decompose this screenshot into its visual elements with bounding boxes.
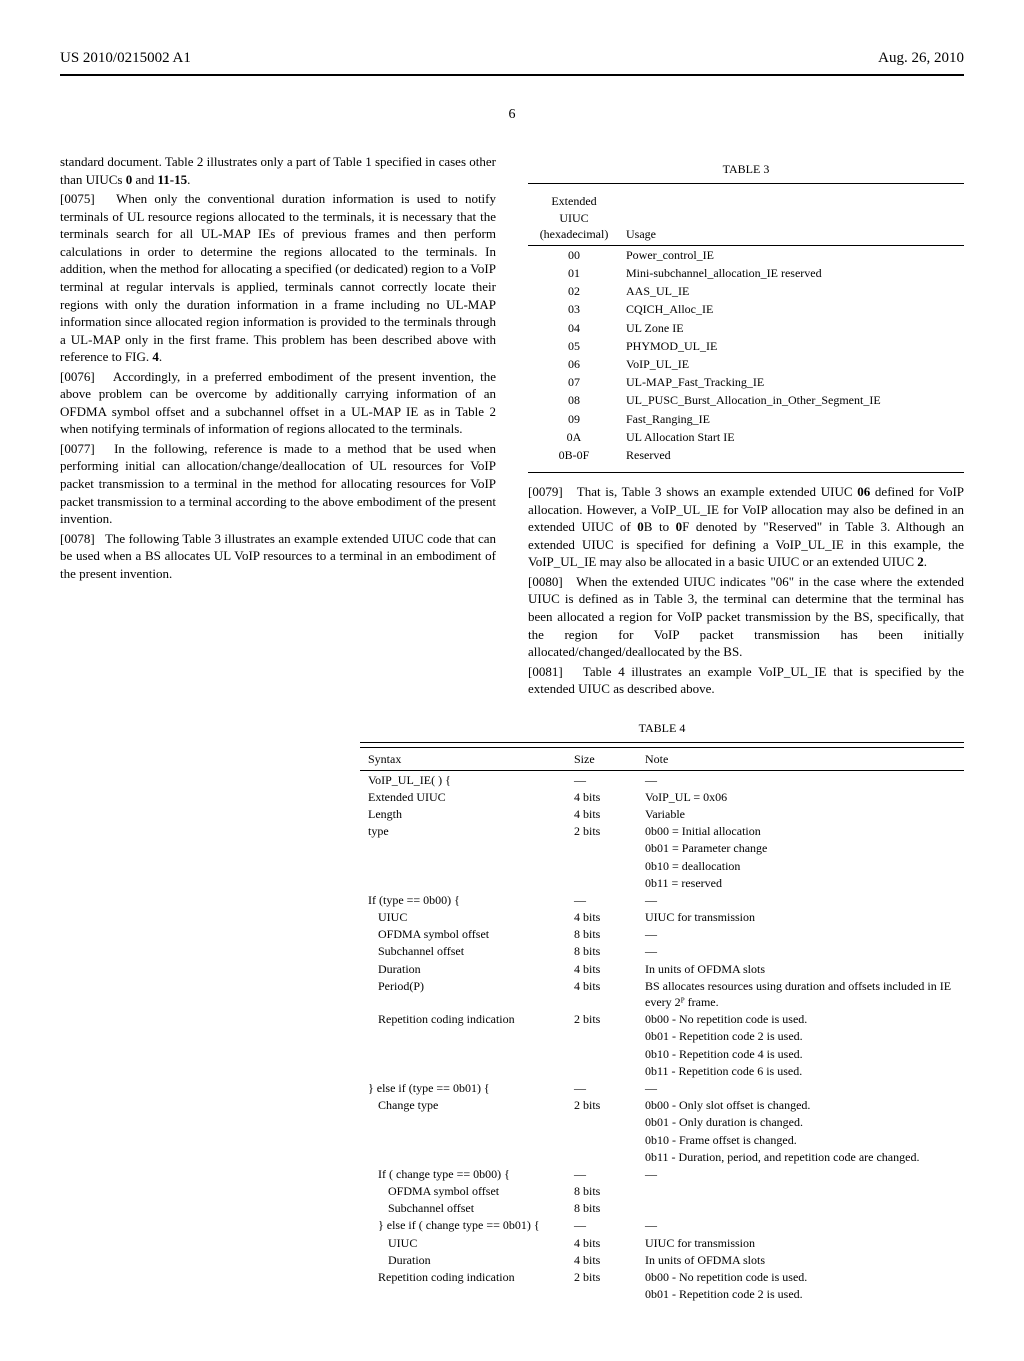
table4-row: Repetition coding indication2 bits0b00 -…	[360, 1269, 964, 1286]
publication-number: US 2010/0215002 A1	[60, 48, 191, 68]
table4-row: OFDMA symbol offset8 bits—	[360, 926, 964, 943]
table4-row: 0b11 = reserved	[360, 874, 964, 891]
table3-row: 05PHYMOD_UL_IE	[528, 337, 964, 355]
table4-row: type2 bits0b00 = Initial allocation	[360, 823, 964, 840]
table4-row: OFDMA symbol offset8 bits	[360, 1183, 964, 1200]
para-0079: [0079] That is, Table 3 shows an example…	[528, 483, 964, 571]
para-0075: [0075] When only the conventional durati…	[60, 190, 496, 365]
table4-row: 0b01 - Repetition code 2 is used.	[360, 1028, 964, 1045]
table4-row: Period(P)4 bitsBS allocates resources us…	[360, 977, 964, 1010]
table3-row: 01Mini-subchannel_allocation_IE reserved	[528, 264, 964, 282]
table3-row: 07UL-MAP_Fast_Tracking_IE	[528, 373, 964, 391]
table3-row: 0B-0FReserved	[528, 446, 964, 464]
table4-row: Duration4 bitsIn units of OFDMA slots	[360, 960, 964, 977]
table4-row: VoIP_UL_IE( ) {——	[360, 771, 964, 789]
para-0076: [0076] Accordingly, in a preferred embod…	[60, 368, 496, 438]
table4-row: 0b10 - Frame offset is changed.	[360, 1131, 964, 1148]
page-header: US 2010/0215002 A1 Aug. 26, 2010	[60, 48, 964, 68]
table4-row: 0b10 = deallocation	[360, 857, 964, 874]
para-0080: [0080] When the extended UIUC indicates …	[528, 573, 964, 661]
table4-row: 0b11 - Duration, period, and repetition …	[360, 1148, 964, 1165]
table4: Syntax Size Note VoIP_UL_IE( ) {——Extend…	[360, 742, 964, 1303]
table4-row: Duration4 bitsIn units of OFDMA slots	[360, 1251, 964, 1268]
table4-row: 0b10 - Repetition code 4 is used.	[360, 1045, 964, 1062]
table3-row: 00Power_control_IE	[528, 245, 964, 264]
para-0081: [0081] Table 4 illustrates an example Vo…	[528, 663, 964, 698]
body-columns: standard document. Table 2 illustrates o…	[60, 153, 964, 700]
para-intro: standard document. Table 2 illustrates o…	[60, 153, 496, 188]
table4-row: UIUC4 bitsUIUC for transmission	[360, 909, 964, 926]
left-column: standard document. Table 2 illustrates o…	[60, 153, 496, 700]
table4-row: } else if (type == 0b01) {——	[360, 1079, 964, 1096]
table4-row: Extended UIUC4 bitsVoIP_UL = 0x06	[360, 788, 964, 805]
header-rule	[60, 74, 964, 76]
para-0077: [0077] In the following, reference is ma…	[60, 440, 496, 528]
table4-row: 0b01 - Repetition code 2 is used.	[360, 1286, 964, 1303]
table3-row: 03CQICH_Alloc_IE	[528, 300, 964, 318]
publication-date: Aug. 26, 2010	[878, 48, 964, 68]
table4-wrap: TABLE 4 Syntax Size Note VoIP_UL_IE( ) {…	[360, 720, 964, 1303]
table4-row: 0b01 = Parameter change	[360, 840, 964, 857]
table3-row: 06VoIP_UL_IE	[528, 355, 964, 373]
table4-row: Length4 bitsVariable	[360, 805, 964, 822]
table3-row: 02AAS_UL_IE	[528, 282, 964, 300]
table4-row: Subchannel offset8 bits	[360, 1200, 964, 1217]
table3-row: 08UL_PUSC_Burst_Allocation_in_Other_Segm…	[528, 391, 964, 409]
table4-row: Subchannel offset8 bits—	[360, 943, 964, 960]
table4-head: Syntax Size Note	[360, 747, 964, 770]
table4-row: } else if ( change type == 0b01) {——	[360, 1217, 964, 1234]
table4-row: UIUC4 bitsUIUC for transmission	[360, 1234, 964, 1251]
table3-row: 0AUL Allocation Start IE	[528, 428, 964, 446]
table3-row: 04UL Zone IE	[528, 319, 964, 337]
table3-row: 09Fast_Ranging_IE	[528, 410, 964, 428]
table4-row: Change type2 bits0b00 - Only slot offset…	[360, 1097, 964, 1114]
table3: Extended UIUC (hexadecimal) Usage 00Powe…	[528, 183, 964, 473]
table4-row: Repetition coding indication2 bits0b00 -…	[360, 1011, 964, 1028]
table3-title: TABLE 3	[528, 161, 964, 177]
table4-title: TABLE 4	[360, 720, 964, 736]
table4-row: If ( change type == 0b00) {——	[360, 1165, 964, 1182]
table3-head: Extended UIUC (hexadecimal) Usage	[528, 192, 964, 245]
para-0078: [0078] The following Table 3 illustrates…	[60, 530, 496, 583]
table4-row: If (type == 0b00) {——	[360, 891, 964, 908]
table4-row: 0b11 - Repetition code 6 is used.	[360, 1062, 964, 1079]
page-number: 6	[60, 106, 964, 125]
right-column: TABLE 3 Extended UIUC (hexadecimal) Usag…	[528, 153, 964, 700]
table4-row: 0b01 - Only duration is changed.	[360, 1114, 964, 1131]
